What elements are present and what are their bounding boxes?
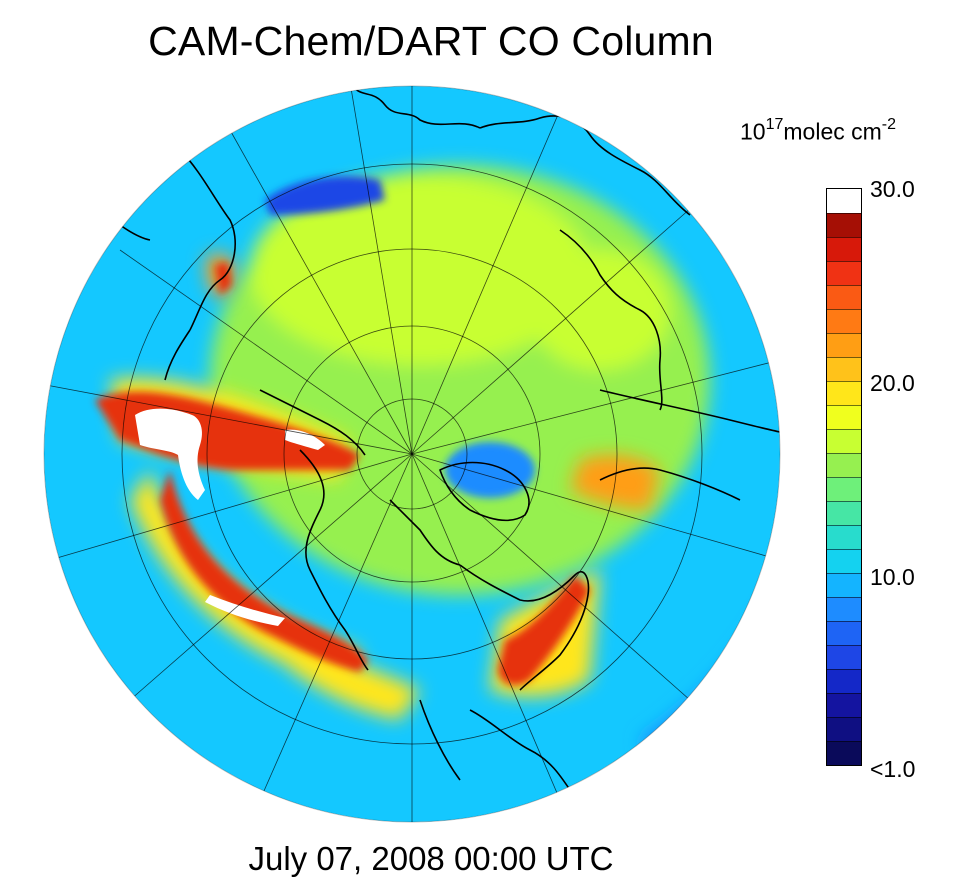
colorbar-segment [827,333,861,357]
colorbar-tick-30: 30.0 [870,176,915,202]
colorbar-separator [827,309,861,310]
colorbar-segment [827,357,861,381]
timestamp: July 07, 2008 00:00 UTC [248,840,614,877]
colorbar-segment [827,477,861,501]
colorbar-separator [827,549,861,550]
map-edge [43,85,781,823]
colorbar-segment [827,741,861,765]
us-east-coast [459,564,590,691]
africa-med-coast [599,389,780,433]
colorbar-segment [827,213,861,237]
colorbar-segment [827,405,861,429]
colorbar-segment [827,453,861,477]
colorbar-segment [827,381,861,405]
colorbar-separator [827,741,861,742]
colorbar-segment [827,189,861,213]
europe-north-coast [349,86,481,129]
colorbar-segment [827,693,861,717]
colorbar-tick-min: <1.0 [870,756,916,782]
colorbar-segment [827,621,861,645]
coastlines [119,86,780,791]
colorbar-separator [827,717,861,718]
co-field [44,86,780,822]
colorbar-separator [827,261,861,262]
colorbar-tick-10: 10.0 [870,564,915,590]
greenland-coast [439,461,530,522]
us-east-red [498,575,590,686]
graticule [45,86,780,822]
colorbar-separator [827,429,861,430]
pacific-plume-red [160,470,368,672]
colorbar-separator [827,525,861,526]
colorbar-segment [827,429,861,453]
colorbar-separator [827,357,861,358]
canada-arctic-islands [389,499,461,566]
colorbar-separator [827,333,861,334]
colorbar-separator [827,645,861,646]
colorbar-segment [827,573,861,597]
colorbar-tick-20: 20.0 [870,370,915,396]
colorbar-separator [827,573,861,574]
colorbar-separator [827,285,861,286]
colorbar-separator [827,501,861,502]
colorbar-separator [827,213,861,214]
max-co-white [135,408,325,626]
colorbar [826,188,862,766]
colorbar-segment [827,717,861,741]
colorbar-separator [827,237,861,238]
arctic-low-blue [265,176,385,215]
siberia-south-yellow [290,640,420,720]
colorbar-separator [827,405,861,406]
gulf-coast [469,709,571,791]
scandinavia-coast [479,115,691,216]
colorbar-units: 1017molec cm-2 [740,116,897,145]
colorbar-segment [827,309,861,333]
east-asia-coast [179,149,236,331]
mexico-west-coast [419,699,461,781]
colorbar-segment [827,645,861,669]
map-title: CAM-Chem/DART CO Column [148,18,714,64]
colorbar-separator [827,669,861,670]
colorbar-segment [827,597,861,621]
india-red [215,262,232,295]
east-siberia-yellow [530,250,670,370]
colorbar-separator [827,621,861,622]
colorbar-separator [827,381,861,382]
colorbar-separator [827,693,861,694]
colorbar-separator [827,477,861,478]
colorbar-segment [827,285,861,309]
colorbar-segment [827,525,861,549]
colorbar-segment [827,669,861,693]
colorbar-segment [827,549,861,573]
colorbar-segment [827,501,861,525]
alaska-canada-west-coast [299,449,369,671]
colorbar-separator [827,453,861,454]
black-sea-coast [559,229,663,411]
korea-coast [164,329,191,381]
colorbar-segment [827,261,861,285]
colorbar-separator [827,597,861,598]
bering-coast [259,389,366,456]
greenland-low [445,442,535,498]
colorbar-segment [827,237,861,261]
europe-atlantic-coast [599,467,741,501]
